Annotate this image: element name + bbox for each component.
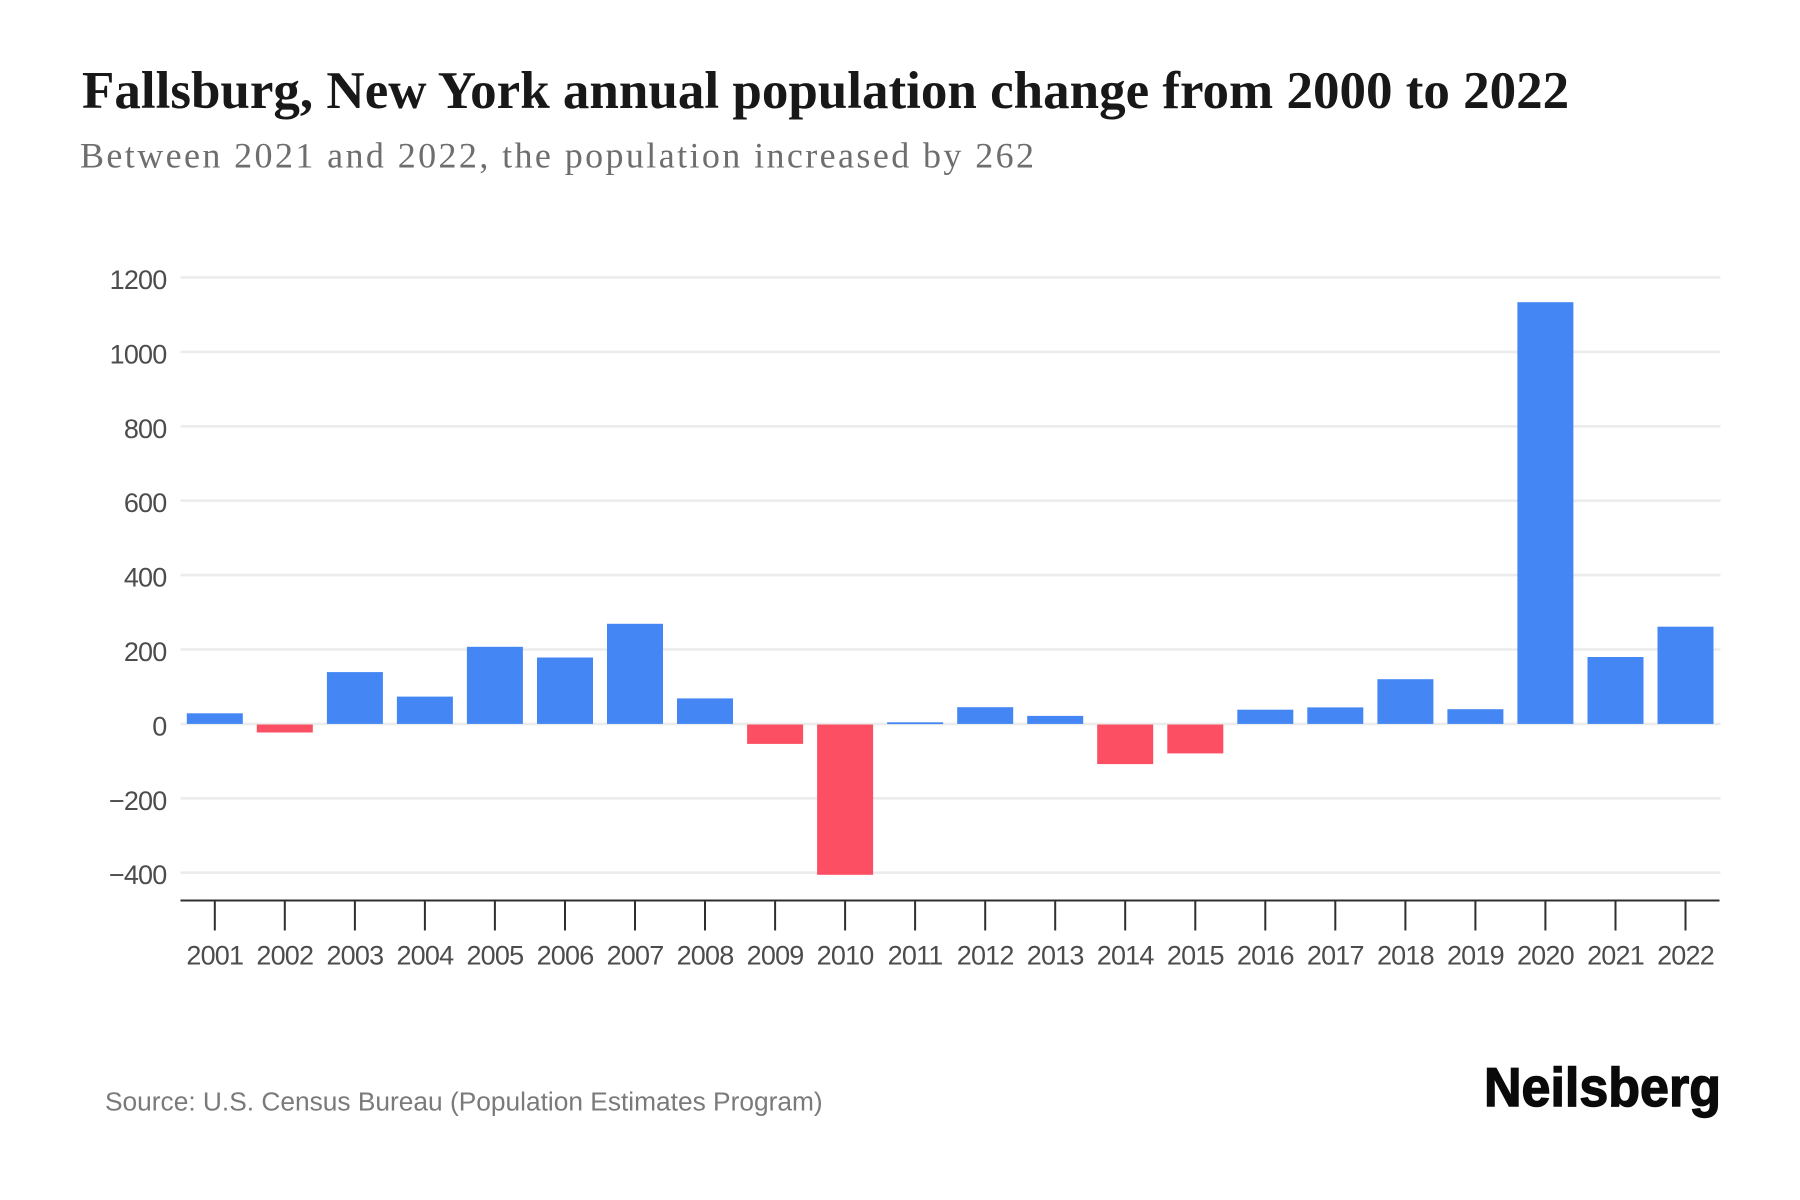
svg-text:2008: 2008 (677, 941, 734, 971)
svg-text:−200: −200 (109, 786, 167, 816)
svg-text:−400: −400 (109, 860, 167, 890)
svg-text:2009: 2009 (747, 941, 804, 971)
svg-text:2018: 2018 (1377, 941, 1434, 971)
svg-text:2015: 2015 (1167, 941, 1224, 971)
svg-text:Source: U.S. Census Bureau (Po: Source: U.S. Census Bureau (Population E… (105, 1086, 823, 1116)
svg-text:1000: 1000 (110, 339, 167, 369)
svg-text:400: 400 (124, 563, 167, 593)
svg-text:2016: 2016 (1237, 941, 1294, 971)
svg-text:2011: 2011 (888, 941, 943, 971)
svg-text:Fallsburg, New York annual pop: Fallsburg, New York annual population ch… (82, 62, 1569, 120)
svg-text:2007: 2007 (607, 941, 664, 971)
svg-text:2013: 2013 (1027, 941, 1084, 971)
svg-text:2001: 2001 (186, 941, 243, 971)
svg-text:2005: 2005 (466, 941, 523, 971)
svg-text:2019: 2019 (1447, 941, 1504, 971)
svg-text:800: 800 (124, 414, 167, 444)
svg-text:2014: 2014 (1097, 941, 1155, 971)
svg-text:0: 0 (152, 711, 166, 741)
svg-text:2004: 2004 (396, 941, 454, 971)
svg-text:600: 600 (124, 488, 167, 518)
svg-text:2017: 2017 (1307, 941, 1364, 971)
svg-text:2006: 2006 (537, 941, 594, 971)
svg-text:2010: 2010 (817, 941, 874, 971)
svg-text:200: 200 (124, 637, 167, 667)
svg-text:2020: 2020 (1517, 941, 1574, 971)
svg-text:1200: 1200 (110, 265, 167, 295)
svg-text:2022: 2022 (1657, 941, 1714, 971)
svg-text:2003: 2003 (326, 941, 383, 971)
svg-text:2021: 2021 (1587, 941, 1644, 971)
svg-text:Neilsberg: Neilsberg (1484, 1056, 1721, 1118)
svg-text:Between 2021 and 2022, the pop: Between 2021 and 2022, the population in… (80, 136, 1036, 176)
svg-text:2012: 2012 (957, 941, 1014, 971)
svg-text:2002: 2002 (256, 941, 313, 971)
